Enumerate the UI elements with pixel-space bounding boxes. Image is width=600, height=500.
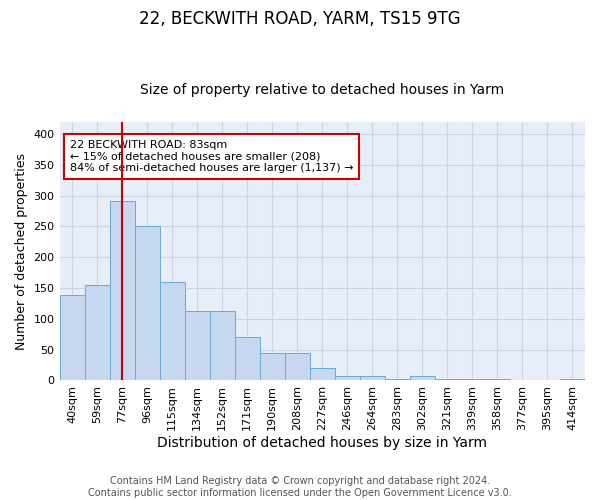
Bar xyxy=(59,296,85,380)
Title: Size of property relative to detached houses in Yarm: Size of property relative to detached ho… xyxy=(140,83,505,97)
Bar xyxy=(335,376,360,380)
Text: 22, BECKWITH ROAD, YARM, TS15 9TG: 22, BECKWITH ROAD, YARM, TS15 9TG xyxy=(139,10,461,28)
Text: 22 BECKWITH ROAD: 83sqm
← 15% of detached houses are smaller (208)
84% of semi-d: 22 BECKWITH ROAD: 83sqm ← 15% of detache… xyxy=(70,140,353,173)
Bar xyxy=(560,379,585,380)
Bar xyxy=(185,311,209,380)
Bar xyxy=(460,378,485,380)
Bar xyxy=(134,226,160,380)
Bar xyxy=(85,285,110,380)
Bar xyxy=(235,338,260,380)
Text: Contains HM Land Registry data © Crown copyright and database right 2024.
Contai: Contains HM Land Registry data © Crown c… xyxy=(88,476,512,498)
Bar xyxy=(360,376,385,380)
Bar xyxy=(385,378,410,380)
Bar xyxy=(260,352,285,380)
Bar xyxy=(410,376,435,380)
Bar xyxy=(435,378,460,380)
Y-axis label: Number of detached properties: Number of detached properties xyxy=(15,152,28,350)
Bar xyxy=(160,282,185,380)
Bar xyxy=(110,200,134,380)
Bar xyxy=(285,352,310,380)
Bar xyxy=(209,311,235,380)
X-axis label: Distribution of detached houses by size in Yarm: Distribution of detached houses by size … xyxy=(157,436,487,450)
Bar xyxy=(310,368,335,380)
Bar xyxy=(485,379,510,380)
